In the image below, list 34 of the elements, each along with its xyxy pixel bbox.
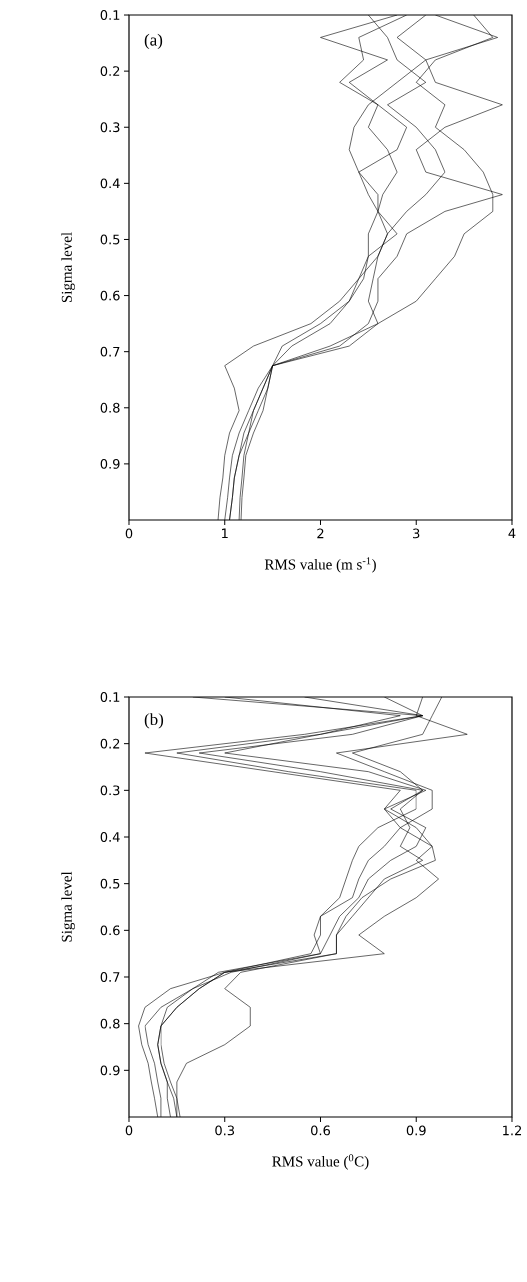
y-tick-label: 0.9 xyxy=(100,458,120,469)
annotation: (a) xyxy=(144,33,163,50)
y-tick-label: 0.6 xyxy=(100,290,120,301)
y-axis-title: Sigma level xyxy=(61,871,75,942)
y-tick-label: 0.3 xyxy=(100,122,120,133)
x-tick-label: 0.3 xyxy=(215,1125,235,1136)
y-tick-label: 0.4 xyxy=(100,832,120,842)
x-tick-label: 4 xyxy=(508,528,516,539)
y-tick-label: 0.9 xyxy=(100,1065,120,1076)
y-tick-label: 0.4 xyxy=(100,178,120,189)
y-tick-label: 0.8 xyxy=(100,1018,120,1029)
y-tick-label: 0.3 xyxy=(100,785,120,796)
x-axis-title: RMS value (m s$^{-1}$) xyxy=(264,557,376,573)
y-tick-label: 0.6 xyxy=(100,925,120,936)
x-tick-label: 2 xyxy=(317,528,324,539)
x-tick-label: 0 xyxy=(125,1125,133,1136)
x-tick-label: 3 xyxy=(413,528,420,539)
x-axis-title: RMS value ($^{0}$C) xyxy=(272,1154,369,1170)
y-tick-label: 0.1 xyxy=(100,692,120,702)
annotation: (b) xyxy=(144,713,164,729)
y-tick-label: 0.5 xyxy=(100,878,120,889)
x-tick-label: 1.2 xyxy=(503,1125,522,1136)
y-tick-label: 0.2 xyxy=(100,66,120,77)
y-tick-label: 0.8 xyxy=(100,402,120,413)
y-tick-label: 0.7 xyxy=(100,346,120,357)
x-tick-label: 0 xyxy=(125,528,133,539)
x-tick-label: 0.6 xyxy=(311,1125,331,1136)
x-tick-label: 0.9 xyxy=(406,1125,426,1136)
y-tick-label: 0.5 xyxy=(100,234,120,245)
x-tick-label: 1 xyxy=(222,528,228,539)
y-tick-label: 0.2 xyxy=(100,738,120,749)
y-axis-title: Sigma level xyxy=(61,232,75,303)
y-tick-label: 0.1 xyxy=(100,10,120,20)
y-tick-label: 0.7 xyxy=(100,972,120,982)
